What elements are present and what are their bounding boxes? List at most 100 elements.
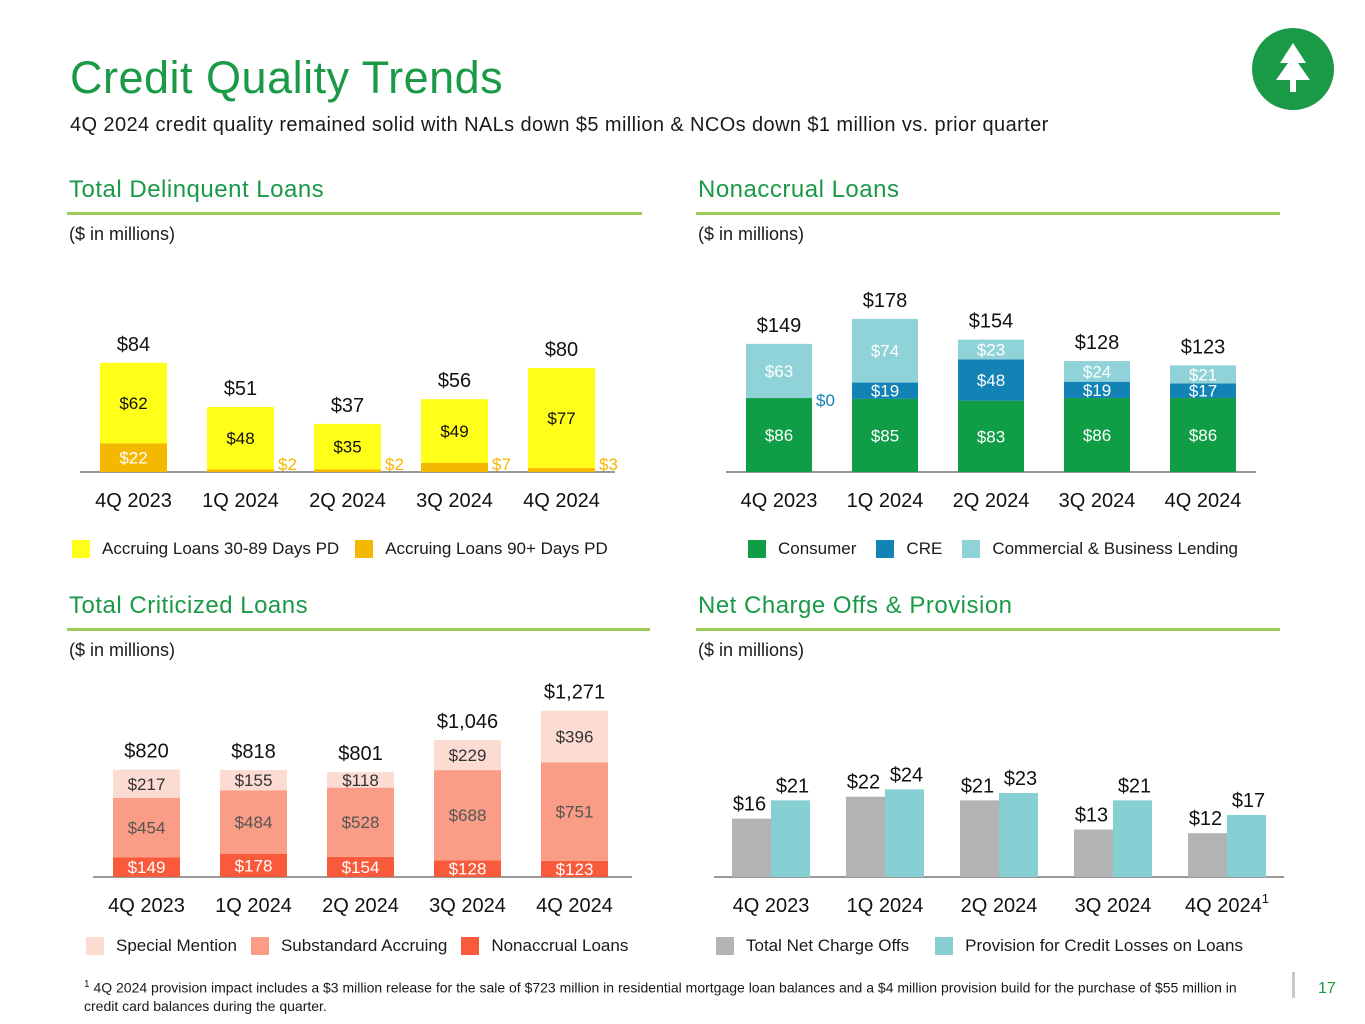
data-label-provision-for-credit-losses-on-loans-3q-2024: $21	[1118, 775, 1151, 797]
x-tick-superscript-4q-2024: 1	[1262, 891, 1269, 906]
nonaccrual-section-rule	[696, 212, 1280, 215]
data-label-consumer-4q-2024: $86	[1189, 426, 1217, 445]
data-label-accruing-loans-90-days-pd-4q-2024: $3	[599, 455, 618, 474]
footnote: 1 4Q 2024 provision impact includes a $3…	[84, 976, 1254, 1015]
bar-provision-for-credit-losses-on-loans-2q-2024	[999, 793, 1038, 877]
bar-total-net-charge-offs-4q-2024	[1188, 833, 1227, 877]
data-label-cre-4q-2024: $17	[1189, 382, 1217, 401]
bar-nonaccrual-loans-4q-2024	[541, 860, 608, 877]
bar-nonaccrual-loans-3q-2024	[434, 860, 501, 877]
bar-consumer-3q-2024	[1064, 398, 1130, 472]
nonaccrual-units-label: ($ in millions)	[698, 224, 805, 244]
x-tick-label-3q-2024: 3Q 2024	[1059, 490, 1136, 512]
total-label-4q-2024: $80	[545, 339, 578, 361]
data-label-consumer-4q-2023: $86	[765, 426, 793, 445]
x-tick-label-4q-2023: 4Q 2023	[95, 490, 172, 512]
legend-label-90plus: Accruing Loans 90+ Days PD	[385, 539, 608, 558]
legend-label-30-89: Accruing Loans 30-89 Days PD	[102, 539, 340, 558]
bar-special-mention-4q-2023	[113, 769, 180, 799]
data-label-consumer-1q-2024: $85	[871, 426, 899, 445]
data-label-substandard-accruing-2q-2024: $528	[342, 813, 380, 832]
nco-legend: Total Net Charge Offs Provision for Cred…	[716, 936, 1243, 956]
data-label-total-net-charge-offs-2q-2024: $21	[961, 775, 994, 797]
criticized-legend: Special Mention Substandard Accruing Non…	[86, 936, 628, 956]
bar-provision-for-credit-losses-on-loans-4q-2024	[1227, 814, 1266, 877]
x-tick-label-1q-2024: 1Q 2024	[847, 895, 924, 917]
bar-substandard-accruing-4q-2023	[113, 798, 180, 858]
data-label-provision-for-credit-losses-on-loans-4q-2023: $21	[776, 775, 809, 797]
bar-commercial-business-lending-2q-2024	[958, 339, 1024, 360]
x-tick-label-4q-2024: 4Q 2024	[1165, 490, 1242, 512]
data-label-special-mention-4q-2023: $217	[128, 775, 166, 794]
data-label-accruing-loans-90-days-pd-4q-2023: $22	[119, 449, 147, 468]
bar-accruing-loans-30-89-days-pd-4q-2023	[100, 362, 167, 444]
bar-cre-2q-2024	[958, 359, 1024, 401]
page-number: 17	[1318, 980, 1336, 997]
footnote-marker: 1	[84, 979, 90, 990]
bar-accruing-loans-30-89-days-pd-2q-2024	[314, 423, 381, 470]
nco-section-title: Net Charge Offs & Provision	[698, 592, 1013, 619]
total-label-4q-2023: $84	[117, 334, 150, 356]
total-label-4q-2023: $820	[124, 741, 169, 763]
total-label-1q-2024: $818	[231, 741, 276, 763]
bar-substandard-accruing-2q-2024	[327, 787, 394, 857]
legend-swatch-substandard	[250, 937, 269, 955]
bar-cre-4q-2024	[1170, 383, 1236, 399]
data-label-cre-1q-2024: $19	[871, 382, 899, 401]
bar-accruing-loans-90-days-pd-4q-2023	[100, 443, 167, 472]
data-label-total-net-charge-offs-4q-2024: $12	[1189, 808, 1222, 830]
x-tick-label-2q-2024: 2Q 2024	[322, 895, 399, 917]
x-tick-label-4q-2024: 4Q 2024	[523, 490, 600, 512]
nco-provision-chart: $16 $21 4Q 2023 $22 $24 1Q 2024 $21 $23 2Q 2024 $…	[714, 764, 1284, 917]
data-label-accruing-loans-30-89-days-pd-4q-2023: $62	[119, 394, 147, 413]
legend-swatch-provision	[935, 937, 954, 955]
x-tick-label-4q-2024: 4Q 20241	[1185, 891, 1269, 917]
bar-provision-for-credit-losses-on-loans-4q-2023	[771, 800, 810, 877]
nco-section-rule	[696, 628, 1280, 631]
bar-cre-3q-2024	[1064, 381, 1130, 399]
legend-label-cbl: Commercial & Business Lending	[992, 539, 1238, 558]
bar-nonaccrual-loans-4q-2023	[113, 857, 180, 877]
legend-label-provision: Provision for Credit Losses on Loans	[965, 936, 1243, 955]
criticized-section-title: Total Criticized Loans	[69, 592, 309, 619]
footnote-text: 4Q 2024 provision impact includes a $3 m…	[84, 979, 1237, 1014]
data-label-accruing-loans-90-days-pd-1q-2024: $2	[278, 455, 297, 474]
nonaccrual-legend: Consumer CRE Commercial & Business Lendi…	[748, 539, 1238, 559]
legend-swatch-nco	[716, 937, 734, 955]
bar-commercial-business-lending-3q-2024	[1064, 361, 1130, 382]
bar-total-net-charge-offs-1q-2024	[846, 796, 885, 877]
total-label-4q-2023: $149	[757, 315, 802, 337]
nonaccrual-loans-chart: $86 $0 $63 $149 4Q 2023 $85 $19 $74 $178 1Q 2024 $…	[726, 290, 1256, 512]
data-label-cre-4q-2023: $0	[816, 391, 835, 410]
page-subtitle: 4Q 2024 credit quality remained solid wi…	[70, 114, 1049, 136]
data-label-special-mention-4q-2024: $396	[556, 728, 594, 747]
bar-accruing-loans-30-89-days-pd-4q-2024	[528, 368, 595, 469]
x-tick-label-3q-2024: 3Q 2024	[416, 490, 493, 512]
data-label-cre-3q-2024: $19	[1083, 381, 1111, 400]
criticized-section-rule	[67, 628, 650, 631]
data-label-nonaccrual-loans-3q-2024: $128	[449, 860, 487, 879]
data-label-special-mention-2q-2024: $118	[342, 771, 379, 790]
total-label-1q-2024: $51	[224, 378, 257, 400]
data-label-consumer-3q-2024: $86	[1083, 426, 1111, 445]
legend-label-special-mention: Special Mention	[116, 936, 237, 955]
data-label-provision-for-credit-losses-on-loans-1q-2024: $24	[890, 764, 923, 786]
x-tick-label-4q-2024: 4Q 2024	[536, 895, 613, 917]
x-tick-label-1q-2024: 1Q 2024	[847, 490, 924, 512]
bar-provision-for-credit-losses-on-loans-1q-2024	[885, 789, 924, 877]
x-tick-label-1q-2024: 1Q 2024	[215, 895, 292, 917]
legend-swatch-30-89	[72, 540, 90, 558]
bar-consumer-1q-2024	[852, 398, 918, 472]
total-label-3q-2024: $56	[438, 370, 471, 392]
delinquent-units-label: ($ in millions)	[69, 224, 176, 244]
bar-cre-1q-2024	[852, 382, 918, 399]
bar-consumer-2q-2024	[958, 400, 1024, 472]
data-label-accruing-loans-30-89-days-pd-2q-2024: $35	[333, 438, 361, 457]
legend-swatch-consumer	[748, 540, 766, 558]
x-tick-label-2q-2024: 2Q 2024	[961, 895, 1038, 917]
bar-accruing-loans-30-89-days-pd-3q-2024	[421, 399, 488, 463]
legend-label-nco: Total Net Charge Offs	[746, 936, 910, 955]
bar-accruing-loans-90-days-pd-4q-2024	[528, 468, 595, 472]
data-label-nonaccrual-loans-4q-2023: $149	[128, 858, 166, 877]
x-tick-label-4q-2023: 4Q 2023	[741, 490, 818, 512]
